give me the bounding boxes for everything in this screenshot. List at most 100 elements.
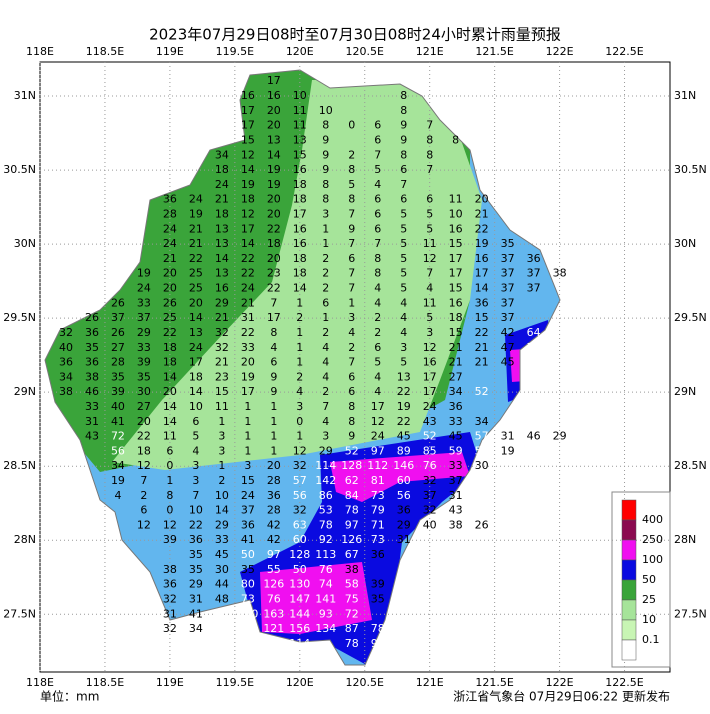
rain-value: 16 (449, 296, 463, 309)
rain-value: 14 (215, 504, 229, 517)
rain-value: 60 (293, 533, 307, 546)
rain-value: 86 (319, 489, 333, 502)
rain-value: 33 (241, 341, 255, 354)
rain-value: 6 (166, 444, 173, 457)
rain-value: 18 (215, 163, 229, 176)
rain-value: 37 (527, 282, 541, 295)
rain-value: 40 (423, 518, 437, 531)
rain-fill (45, 70, 560, 665)
rain-value: 24 (189, 341, 203, 354)
rain-value: 8 (166, 489, 173, 502)
rain-value: 59 (449, 444, 463, 457)
rain-value: 1 (348, 296, 355, 309)
rain-value: 71 (371, 518, 385, 531)
rain-value: 21 (163, 252, 177, 265)
rain-value: 52 (345, 444, 359, 457)
rain-value: 23 (267, 267, 281, 280)
rain-value: 6 (270, 356, 277, 369)
rain-value: 20 (267, 193, 281, 206)
rain-value: 19 (241, 178, 255, 191)
rain-value: 2 (374, 326, 381, 339)
rain-value: 44 (215, 578, 229, 591)
rain-value: 4 (322, 341, 329, 354)
rain-value: 1 (218, 459, 225, 472)
rain-value: 9 (322, 148, 329, 161)
x-tick-label: 118.5E (86, 676, 124, 689)
rain-value: 29 (189, 578, 203, 591)
rain-value: 9 (322, 163, 329, 176)
rain-value: 14 (241, 237, 255, 250)
rain-value: 50 (293, 563, 307, 576)
rain-value: 16 (475, 252, 489, 265)
rain-value: 32 (423, 474, 437, 487)
rain-value: 24 (163, 237, 177, 250)
rain-value: 3 (244, 459, 251, 472)
rain-value: 42 (501, 326, 515, 339)
rain-value: 18 (163, 341, 177, 354)
rain-value: 142 (315, 474, 336, 487)
map-title: 2023年07月29日08时至07月30日08时24小时累计雨量预报 (149, 26, 561, 44)
rain-value: 28 (111, 356, 125, 369)
rain-value: 15 (475, 311, 489, 324)
rain-value: 10 (189, 400, 203, 413)
rain-value: 64 (527, 326, 541, 339)
rain-value: 55 (267, 563, 281, 576)
rain-value: 45 (501, 356, 515, 369)
rain-value: 3 (218, 444, 225, 457)
rain-value: 90 (371, 637, 385, 650)
rain-value: 35 (189, 563, 203, 576)
rain-value: 9 (348, 430, 355, 443)
rain-value: 16 (293, 237, 307, 250)
rain-value: 7 (348, 356, 355, 369)
rain-value: 1 (296, 341, 303, 354)
rain-value: 13 (215, 267, 229, 280)
rain-value: 146 (393, 459, 414, 472)
rain-value: 5 (400, 237, 407, 250)
rain-value: 3 (322, 208, 329, 221)
rain-value: 67 (501, 415, 515, 428)
rain-value: 14 (163, 370, 177, 383)
rain-value: 38 (85, 370, 99, 383)
rain-value: 5 (374, 163, 381, 176)
rain-value: 8 (374, 252, 381, 265)
rain-value: 7 (426, 163, 433, 176)
rain-value: 4 (296, 385, 303, 398)
rain-value: 41 (111, 415, 125, 428)
y-tick-label: 30N (674, 237, 696, 250)
rain-value: 6 (374, 208, 381, 221)
rain-value: 6 (322, 296, 329, 309)
rain-value: 5 (426, 311, 433, 324)
rain-value: 2 (322, 326, 329, 339)
rain-value: 1 (244, 430, 251, 443)
rain-value: 20 (189, 296, 203, 309)
rain-value: 97 (345, 518, 359, 531)
rain-value: 38 (345, 563, 359, 576)
rain-value: 12 (423, 341, 437, 354)
rain-value: 22 (189, 252, 203, 265)
rain-value: 31 (501, 430, 515, 443)
rain-value: 1 (296, 356, 303, 369)
rain-value: 33 (137, 341, 151, 354)
rain-value: 3 (296, 400, 303, 413)
rain-value: 18 (293, 252, 307, 265)
rain-value: 18 (449, 311, 463, 324)
rain-value: 37 (111, 311, 125, 324)
rain-value: 36 (371, 548, 385, 561)
rain-value: 25 (163, 311, 177, 324)
rain-value: 15 (215, 385, 229, 398)
rain-value: 7 (322, 400, 329, 413)
rain-value: 15 (293, 148, 307, 161)
rain-value: 7 (374, 237, 381, 250)
rain-value: 17 (475, 267, 489, 280)
rain-value: 29 (319, 444, 333, 457)
rain-value: 26 (163, 296, 177, 309)
rain-value: 17 (371, 400, 385, 413)
rain-value: 21 (241, 296, 255, 309)
rain-value: 37 (241, 504, 255, 517)
rain-value: 12 (137, 518, 151, 531)
rain-value: 17 (423, 385, 437, 398)
rain-value: 112 (367, 459, 388, 472)
rain-value: 87 (345, 622, 359, 635)
rain-value: 121 (263, 622, 284, 635)
rain-value: 29 (553, 430, 567, 443)
